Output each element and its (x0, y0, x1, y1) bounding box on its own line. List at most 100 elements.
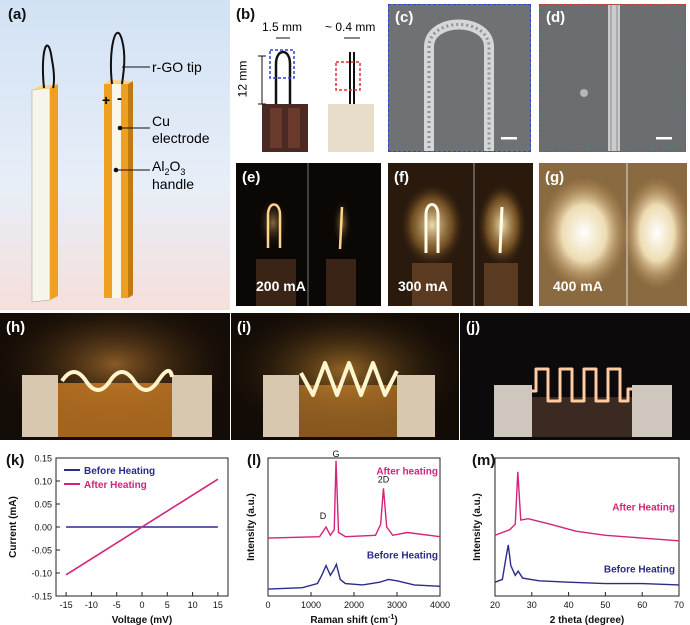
y-tick-label: 0.10 (34, 477, 52, 487)
plus-sign: + (102, 92, 111, 108)
y-tick-label: 0.00 (34, 523, 52, 533)
chart-m-xrd: 20 30 40 50 60 70 2 theta (degree) Intensity (a… (472, 457, 684, 625)
panel-e-label: (e) (242, 169, 261, 186)
series-line-before-heating (267, 562, 441, 590)
right-support-h (172, 375, 212, 437)
x-tick-label: 40 (564, 600, 574, 610)
electrode-schematic (31, 31, 150, 303)
left-rgo-tip (41, 44, 55, 89)
x-tick-label: 1000 (301, 600, 321, 610)
width-1p5-text: 1.5 mm (262, 20, 303, 34)
panel-c: (c) (388, 4, 531, 152)
panel-a-label: (a) (8, 6, 27, 23)
x-tick-label: -15 (60, 600, 73, 610)
panel-h: (h) (0, 313, 230, 440)
right-photo-base (328, 104, 374, 152)
series-line-after-heating (65, 478, 219, 576)
y-axis-title: Intensity (a.u.) (246, 493, 257, 561)
right-support-i (397, 375, 435, 437)
series-line-after-heating (494, 471, 680, 542)
glow-blob-400a (540, 177, 628, 289)
sem-wire-loop (424, 19, 494, 151)
x-axis-title-end: ) (394, 615, 397, 625)
left-electrode-side (50, 84, 58, 300)
legend-label: After Heating (84, 480, 147, 491)
x-tick-label: 20 (490, 600, 500, 610)
zigzag-filament (299, 361, 399, 397)
right-rgo-tip (109, 31, 126, 85)
panel-i-label: (i) (237, 319, 252, 336)
y-tick-label: 0.15 (34, 454, 52, 464)
panel-f: (f) 300 mA (388, 163, 533, 306)
x-axis-title-sup: -1 (388, 614, 394, 621)
x-tick-label: 10 (188, 600, 198, 610)
x-tick-label: 60 (637, 600, 647, 610)
sem-straight-image (580, 5, 672, 151)
x-tick-label: 70 (674, 600, 684, 610)
chart-k-iv-curve: -0.15 -0.10 -0.05 0.00 0.05 0.10 0.15 -15 -10 -5 0… (8, 454, 229, 625)
red-inset-box (335, 61, 361, 91)
series-line-after-heating (267, 460, 441, 539)
chart-l-raman: 0 1000 2000 3000 4000 Raman shift (cm-1) Inten… (246, 449, 450, 625)
left-support-i (263, 375, 299, 437)
panel-m-label: (m) (472, 452, 496, 469)
y-tick-label: -0.15 (31, 592, 52, 602)
x-tick-label: 4000 (430, 600, 450, 610)
glow-loop-300 (424, 203, 440, 253)
photo-dimensions (258, 37, 374, 152)
panel-b: (b) 1.5 mm ~ 0.4 mm 12 mm (232, 0, 382, 155)
panel-k-label: (k) (6, 452, 25, 469)
left-handle-face (31, 87, 51, 303)
sine-filament (60, 369, 174, 392)
panel-a: (a) r-GO tip Cu electrode Al2O3 handle +… (0, 0, 230, 310)
alumina-handle-stripe (112, 84, 121, 298)
legend-label: After Heating (612, 502, 675, 513)
x-axis-title: 2 theta (degree) (550, 615, 624, 625)
sem-wire-straight (608, 5, 620, 151)
x-axis-title: Voltage (mV) (112, 615, 172, 625)
x-tick-label: 30 (527, 600, 537, 610)
x-tick-label: 5 (165, 600, 170, 610)
sem-loop-image (424, 19, 517, 151)
glow-loop-200 (266, 203, 282, 248)
x-tick-label: -5 (113, 600, 121, 610)
y-tick-label: -0.05 (31, 546, 52, 556)
rgo-tip-text: r-GO tip (152, 59, 202, 75)
x-tick-label: 0 (265, 600, 270, 610)
panel-g-label: (g) (545, 169, 565, 186)
plot-frame (267, 457, 441, 597)
current-400-text: 400 mA (553, 278, 603, 294)
panel-l-label: (l) (247, 452, 262, 469)
panel-g: (g) 400 mA (539, 163, 687, 306)
height-12mm-text: 12 mm (235, 60, 250, 98)
panel-f-label: (f) (394, 169, 409, 186)
right-electrode-side (128, 81, 133, 298)
series-line-before-heating (494, 544, 680, 586)
al2o3-text: Al2O3 (152, 158, 186, 177)
left-support-j (494, 385, 532, 437)
square-wave-filament (532, 367, 632, 403)
panel-e: (e) 200 mA (236, 163, 381, 306)
cu-text: Cu (152, 113, 170, 129)
panel-j-label: (j) (466, 319, 481, 336)
legend-label: After heating (376, 467, 438, 478)
legend-label: Before Heating (84, 466, 155, 477)
electrode-text: electrode (152, 130, 210, 146)
left-handle-top (32, 84, 58, 90)
width-0p4-text: ~ 0.4 mm (325, 20, 376, 34)
x-tick-label: 0 (139, 600, 144, 610)
x-axis-title-main: Raman shift (cm (310, 615, 388, 625)
panel-b-label: (b) (236, 6, 256, 23)
panel-d-label: (d) (546, 9, 566, 26)
left-wire-loop (274, 50, 292, 104)
x-tick-label: -10 (85, 600, 98, 610)
x-tick-label: 2000 (344, 600, 364, 610)
panel-d: (d) (539, 4, 686, 152)
x-tick-label: 3000 (387, 600, 407, 610)
panel-h-label: (h) (6, 319, 26, 336)
current-200-text: 200 mA (256, 278, 306, 294)
current-300-text: 300 mA (398, 278, 448, 294)
y-tick-label: -0.10 (31, 569, 52, 579)
peak-label-g: G (333, 449, 340, 459)
peak-label-d: D (320, 511, 327, 521)
